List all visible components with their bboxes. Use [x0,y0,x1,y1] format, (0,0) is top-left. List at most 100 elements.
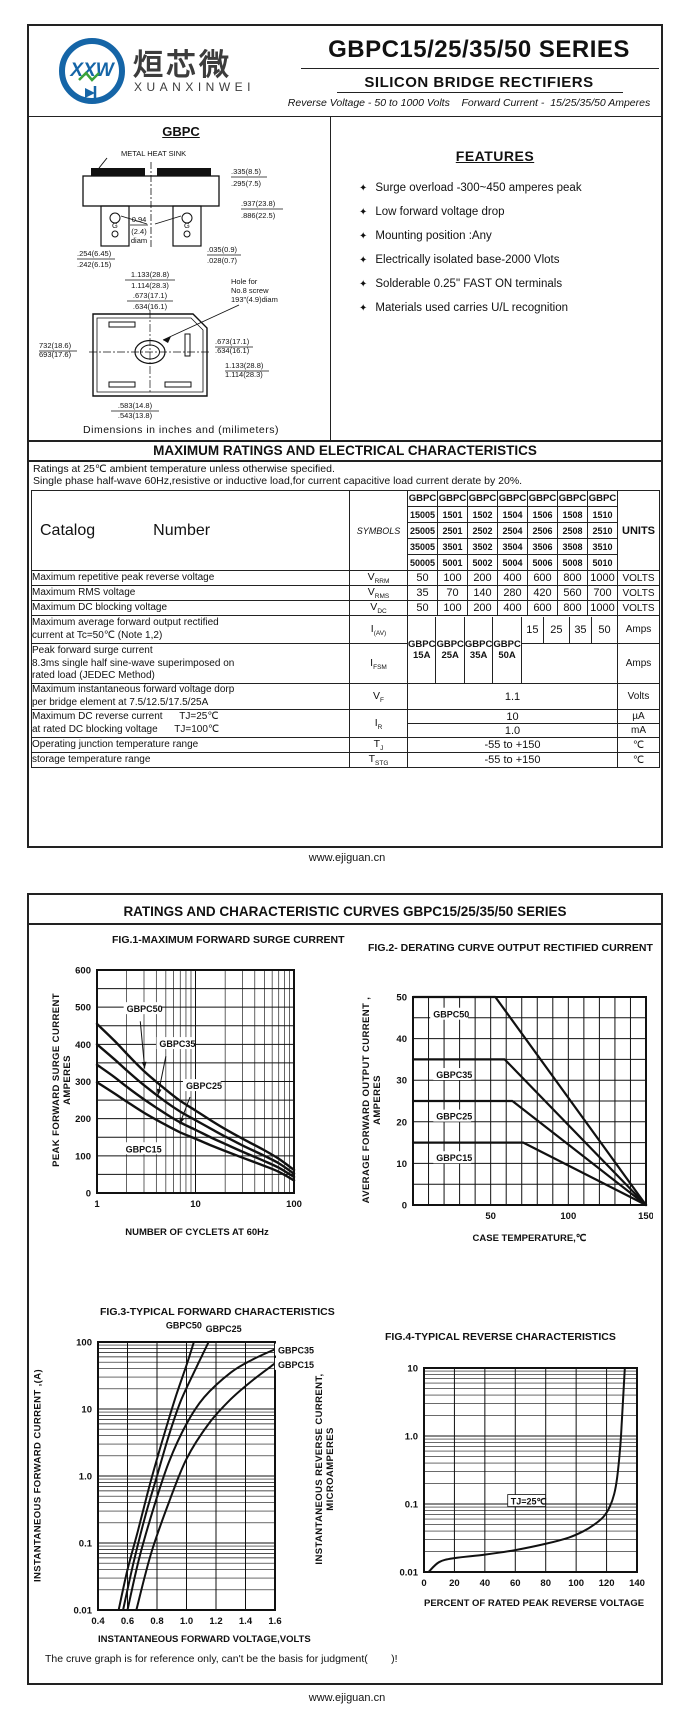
svg-text:GBPC35: GBPC35 [436,1070,472,1080]
svg-text:0.8: 0.8 [150,1616,163,1627]
value-cell: 280 [497,585,528,602]
iav-value: 35 [569,616,592,644]
arrow-bullet-icon: ✦ [359,207,368,218]
fig4-plot: TJ=25℃ 0 20 40 60 80 100 120 140 10 1.0 0.1 0.01 [400,1364,645,1590]
svg-text:100: 100 [560,1211,576,1222]
part-number: 1501 [437,506,468,523]
dim-label: METAL HEAT SINK [121,149,186,158]
dim-label: 693(17.6) [39,350,72,359]
svg-text:1.0: 1.0 [79,1472,92,1483]
part-number: 2510 [587,522,618,539]
svg-text:100: 100 [286,1199,302,1210]
dim-label: .254(6.45) [77,249,112,258]
value-cell: 70 [437,585,468,602]
svg-text:140: 140 [629,1578,645,1589]
arrow-bullet-icon: ✦ [359,279,368,290]
value-cell: 600 [527,600,558,617]
svg-text:10: 10 [396,1159,407,1170]
part-number: 2501 [437,522,468,539]
ratings-section-title: MAXIMUM RATINGS AND ELECTRICAL CHARACTER… [29,440,661,462]
package-drawing: METAL HEAT SINK G G 0.94 (2.4) dia [35,144,327,425]
row-desc-vrms: Maximum RMS voltage [31,585,350,602]
feature-text: Electrically isolated base-2000 Vlots [375,254,560,266]
value-cell: 600 [527,569,558,587]
unit-cell: Volts [617,683,660,711]
row-desc-vf: Maximum instantaneous forward voltage do… [31,683,350,711]
symbols-header: SYMBOLS [349,490,408,571]
svg-text:XXW: XXW [69,60,115,81]
svg-text:GBPC35: GBPC35 [159,1039,195,1049]
part-number: 1508 [557,506,588,523]
unit-cell: Amps [617,643,660,685]
subtitle-rule [337,92,623,93]
part-number: 3506 [527,538,558,555]
part-number: 35005 [407,538,438,555]
part-number: 1510 [587,506,618,523]
feature-item: ✦ Mounting position :Any [345,230,657,244]
dim-label: Hole for [231,277,258,286]
svg-text:TJ=25℃: TJ=25℃ [511,1497,547,1507]
row-symbol: TJ [349,737,408,754]
row-symbol: TSTG [349,752,408,769]
dim-label: 732(18.6) [39,341,72,350]
svg-text:GBPC25: GBPC25 [436,1112,472,1122]
svg-text:20: 20 [449,1578,460,1589]
dim-label: 1.114(28.3) [225,370,263,379]
svg-text:0: 0 [421,1578,426,1589]
part-number: 2504 [497,522,528,539]
dim-label: G [112,221,118,230]
part-number: 5002 [467,554,498,571]
dim-label: .242(6.15) [77,260,112,269]
ir-value-100c: 1.0 [407,723,618,739]
fig4-ylabel: INSTANTANEOUS REVERSE CURRENT, MICROAMPER… [314,1373,336,1565]
row-symbol: IFSM [349,643,408,685]
page1-footer-url[interactable]: www.ejiguan.cn [308,852,386,864]
doc-title: GBPC15/25/35/50 SERIES [328,36,630,63]
model-label: GBPC 25A [436,616,465,683]
value-cell: 1000 [587,569,618,587]
unit-cell: Amps [617,615,660,645]
unit-cell: VOLTS [617,585,660,602]
iav-value: 25 [543,616,570,644]
arrow-bullet-icon: ✦ [359,231,368,242]
page2-footer-url[interactable]: www.ejiguan.cn [308,1692,386,1704]
value-cell: 700 [587,585,618,602]
svg-text:60: 60 [510,1578,521,1589]
reference-note: The cruve graph is for reference only, c… [45,1653,398,1665]
svg-text:150: 150 [638,1211,653,1222]
part-number: 50005 [407,554,438,571]
dim-label: 193"(4.9)diam [231,295,278,304]
fig2-ylabel: AVERAGE FORWARD OUTPUT CURRENT , AMPERES [361,996,383,1204]
number-label: Number [153,521,211,539]
value-cell: 200 [467,569,498,587]
svg-text:1.4: 1.4 [239,1616,253,1627]
svg-text:0: 0 [86,1189,91,1200]
part-number: 5004 [497,554,528,571]
tj-value: -55 to +150 [407,737,618,754]
doc-tagline: Reverse Voltage - 50 to 1000 Volts Forwa… [287,97,651,109]
dim-label: diam [131,236,147,245]
svg-text:1.0: 1.0 [405,1432,418,1443]
catalog-header-cell: Catalog Number [31,490,350,571]
svg-text:GBPC25: GBPC25 [206,1324,242,1334]
series-prefix: GBPC [557,490,588,507]
row-symbol: IR [349,709,408,739]
value-cell: 1000 [587,600,618,617]
header-divider [29,116,661,117]
svg-text:80: 80 [540,1578,551,1589]
dim-label: (2.4) [131,227,147,236]
svg-text:10: 10 [81,1405,92,1416]
feature-item: ✦ Solderable 0.25" FAST ON terminals [345,278,657,292]
svg-text:GBPC35: GBPC35 [278,1346,314,1356]
package-outline-drawing: METAL HEAT SINK G G 0.94 (2.4) dia [39,149,283,420]
catalog-label: Catalog [40,521,96,539]
feature-item: ✦ Materials used carries U/L recognition [345,302,657,316]
row-desc-ifsm: Peak forward surge current 8.3ms single h… [31,643,350,685]
dim-label: .543(13.8) [118,411,153,420]
part-number: 5010 [587,554,618,571]
dim-label: .035(0.9) [207,245,238,254]
page1-frame: XXW 烜芯微 XUANXINWEI GBPC15/25/35/50 SERIE… [27,24,663,848]
package-name: GBPC [162,124,200,139]
fig3-plot: GBPC50 GBPC25 GBPC35 GBPC15 0.4 0.6 0.8 1.0 1.2 1… [74,1320,314,1627]
fig3-ylabel: INSTANTANEOUS FORWARD CURRENT ,(A) [32,1368,44,1583]
